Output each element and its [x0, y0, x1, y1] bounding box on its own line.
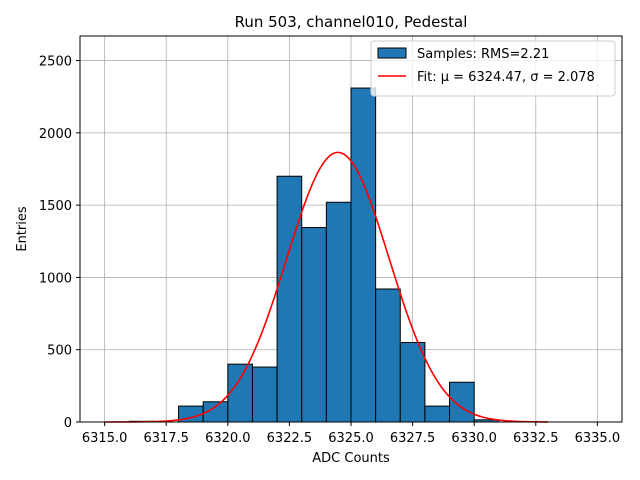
x-axis: 6315.0 6317.5 6320.0 6322.5 6325.0 6327.5 6330… — [82, 422, 620, 446]
x-tick-label: 6332.5 — [513, 431, 559, 446]
x-tick-label: 6327.5 — [390, 431, 436, 446]
y-tick-label: 500 — [47, 344, 72, 359]
y-tick-label: 2500 — [39, 55, 72, 70]
legend-swatch-histogram — [377, 47, 407, 59]
histogram-bar — [449, 381, 475, 423]
x-tick-label: 6320.0 — [205, 431, 251, 446]
histogram-bar — [424, 405, 451, 423]
y-tick-label: 0 — [64, 416, 72, 431]
fit-curve-group — [104, 151, 549, 423]
x-tick-label: 6322.5 — [267, 431, 313, 446]
x-tick-label: 6335.0 — [575, 431, 621, 446]
histogram-bar — [251, 366, 278, 423]
histogram-bar — [301, 227, 327, 423]
x-tick-label: 6325.0 — [328, 431, 374, 446]
histogram-bar — [350, 87, 377, 423]
x-axis-label: ADC Counts — [312, 451, 390, 466]
x-tick-label: 6330.0 — [451, 431, 497, 446]
fit-curve — [104, 151, 549, 423]
y-tick-label: 1000 — [39, 271, 72, 286]
legend-label-fit: Fit: μ = 6324.47, σ = 2.078 — [417, 70, 595, 85]
histogram-bar — [375, 288, 401, 423]
y-tick-label: 2000 — [39, 127, 72, 142]
histogram-bar — [399, 341, 426, 423]
histogram-bars — [128, 87, 500, 423]
x-tick-label: 6315.0 — [82, 431, 128, 446]
legend-label-histogram: Samples: RMS=2.21 — [417, 47, 549, 62]
y-axis: 0 500 1000 1500 2000 2500 — [39, 55, 80, 431]
legend: Samples: RMS=2.21 Fit: μ = 6324.47, σ = … — [370, 40, 616, 97]
legend-box — [370, 40, 616, 97]
y-tick-label: 1500 — [39, 199, 72, 214]
x-tick-label: 6317.5 — [143, 431, 189, 446]
histogram-bar — [276, 175, 303, 423]
y-axis-label: Entries — [15, 206, 30, 252]
chart-title: Run 503, channel010, Pedestal — [235, 13, 468, 31]
histogram-bar — [227, 363, 253, 423]
histogram-bar — [325, 201, 352, 423]
